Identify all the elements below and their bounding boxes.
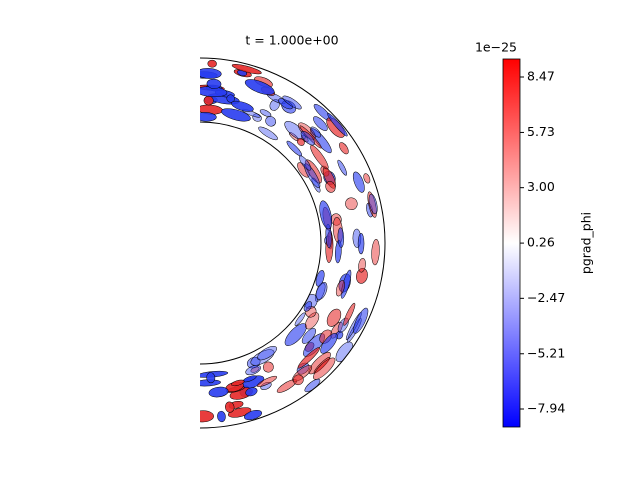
- contour-blob: [259, 109, 272, 117]
- contour-blob: [265, 116, 277, 127]
- contour-blob: [310, 126, 322, 138]
- contour-blob: [250, 349, 275, 366]
- contour-blob: [200, 68, 222, 79]
- colorbar-tick-label: 5.73: [527, 124, 555, 139]
- contour-blob: [371, 239, 380, 266]
- colorbar-tick-label: −7.94: [527, 400, 565, 415]
- contour-blob: [217, 410, 226, 423]
- contour-blob: [340, 269, 352, 299]
- domain-boundary: [199, 57, 386, 429]
- contour-blob: [296, 138, 305, 146]
- contour-blob: [313, 357, 336, 380]
- contour-blob: [221, 108, 251, 122]
- contour-blob: [250, 366, 260, 373]
- contour-blob: [226, 94, 235, 103]
- contour-blob: [315, 270, 325, 287]
- contour-blob: [200, 112, 217, 122]
- contour-blob: [320, 333, 338, 354]
- contour-blob: [257, 345, 277, 361]
- contour-blob: [337, 227, 345, 248]
- contour-blob: [282, 95, 302, 110]
- contour-blob: [244, 410, 262, 421]
- contour-blob: [231, 100, 254, 112]
- contour-blob: [200, 410, 214, 423]
- contour-blob: [258, 126, 278, 141]
- contour-blob: [327, 112, 348, 137]
- contour-blob: [352, 171, 365, 193]
- contour-blob: [208, 386, 229, 398]
- contour-blob: [310, 145, 329, 170]
- contour-blob: [353, 307, 369, 334]
- contour-blob: [303, 301, 313, 312]
- colorbar: [502, 58, 521, 428]
- colorbar-tick-label: 3.00: [527, 179, 555, 194]
- contour-blob: [313, 356, 331, 374]
- contour-blob: [363, 173, 371, 184]
- contour-blob: [244, 79, 275, 95]
- contour-blob: [225, 401, 235, 413]
- contour-blob: [343, 302, 356, 326]
- colorbar-tick-label: 8.47: [527, 69, 555, 84]
- contour-blob: [297, 347, 320, 369]
- contour-blob: [339, 142, 349, 155]
- contour-blob: [278, 98, 293, 110]
- contour-blob: [206, 372, 216, 384]
- contour-blob: [313, 116, 328, 131]
- contour-blob: [245, 387, 258, 397]
- contour-blob: [356, 268, 368, 284]
- contour-blob: [325, 181, 336, 193]
- colorbar-tick-label: −5.21: [527, 345, 565, 360]
- contour-blob: [203, 95, 214, 106]
- colorbar-offset: 1e−25: [475, 40, 517, 55]
- contour-blob: [311, 177, 321, 193]
- contour-field: [200, 58, 385, 428]
- contour-blob: [206, 78, 222, 89]
- contour-blob: [301, 328, 317, 344]
- contour-blob: [319, 200, 333, 230]
- contour-blob: [358, 258, 366, 273]
- contour-blob: [335, 280, 345, 297]
- contour-blob: [245, 364, 261, 376]
- contour-blob: [260, 381, 272, 390]
- contour-blob: [256, 375, 278, 387]
- contour-blob: [262, 361, 274, 373]
- contour-blob: [345, 197, 358, 211]
- contour-blob: [368, 193, 378, 215]
- colorbar-tick-label: −2.47: [527, 290, 565, 305]
- contour-blob: [326, 308, 342, 327]
- chart-title: t = 1.000e+00: [245, 33, 338, 48]
- contour-blob: [294, 312, 306, 326]
- contour-blob: [305, 312, 320, 330]
- contour-blob: [337, 159, 348, 176]
- contour-blob: [286, 140, 303, 157]
- contour-blob: [207, 59, 217, 68]
- colorbar-tick-label: 0.26: [527, 235, 555, 250]
- colorbar-label: pgrad_phi: [579, 212, 594, 274]
- contour-blob: [315, 281, 328, 300]
- contour-blob: [367, 191, 377, 218]
- contour-blob: [231, 64, 262, 75]
- contour-blob: [300, 131, 315, 146]
- contour-blob: [231, 379, 245, 387]
- contour-blob: [293, 374, 304, 386]
- contour-blob: [357, 233, 365, 255]
